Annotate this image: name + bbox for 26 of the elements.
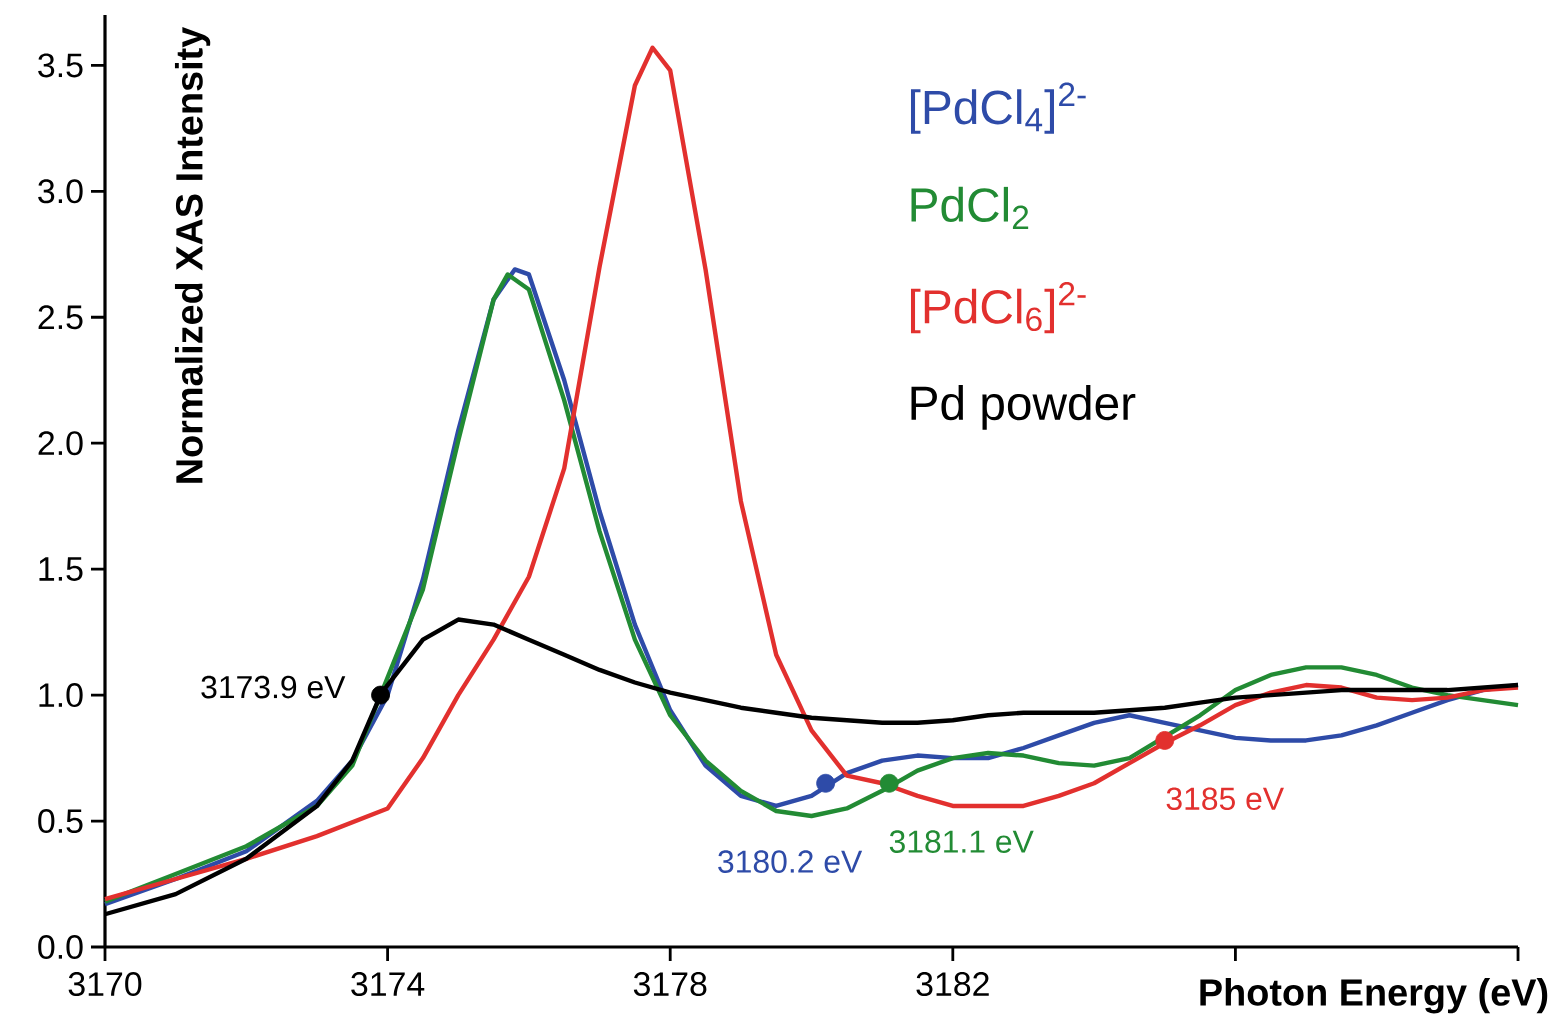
x-tick-label: 3182 — [916, 972, 989, 997]
x-axis-title: Photon Energy (eV) — [1200, 978, 1548, 1014]
y-tick-label: 3.0 — [38, 179, 83, 204]
text: Pd powder — [911, 385, 1136, 430]
annotation: 3181.1 eV — [889, 830, 1034, 853]
point — [816, 773, 836, 793]
y-tick-label: 2.0 — [38, 431, 83, 456]
y-tick-label: 1.5 — [39, 557, 83, 581]
x-tick-label: 3178 — [633, 972, 707, 997]
y-tick-label: 0.5 — [38, 809, 83, 834]
y-tick-label: 1.0 — [39, 683, 83, 708]
annotation: 3180.2 eV — [718, 850, 863, 873]
point — [1155, 731, 1175, 750]
y-axis-title: Normalized XAS Intensity — [174, 26, 211, 483]
x-tick-label: 3174 — [351, 972, 425, 997]
y-tick-label: 3.5 — [38, 53, 83, 78]
point — [879, 773, 899, 793]
annotation: 3185 eV — [1166, 787, 1284, 811]
x-tick-label: 3170 — [68, 972, 142, 997]
y-tick-label: 0.0 — [38, 935, 83, 959]
y-tick-label: 2.5 — [38, 305, 83, 330]
annotation: 3173.9 eV — [201, 675, 346, 699]
point — [371, 685, 390, 705]
text: [PdCl$_{4}$]$^{2-}$ — [910, 82, 1086, 134]
text: [PdCl$_{6}$]$^{2-}$ — [910, 281, 1086, 334]
text: PdCl$_{2}$ — [911, 186, 1029, 229]
